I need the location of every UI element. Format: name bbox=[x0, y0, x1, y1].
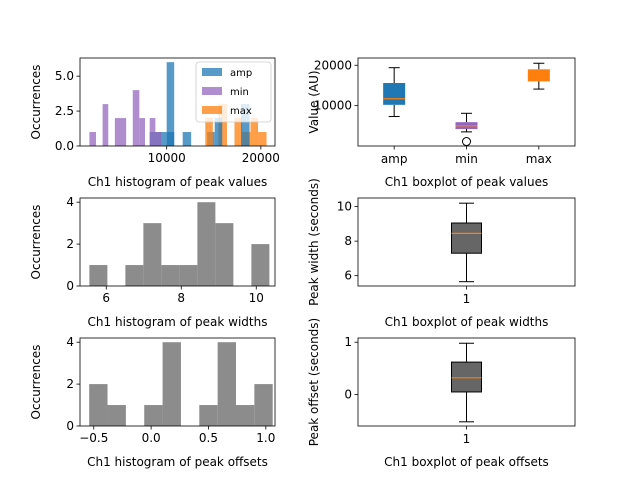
box_peak-axes-frame bbox=[357, 57, 576, 147]
hist_offset-bar-count bbox=[254, 384, 273, 426]
box_width-ytick-label: 10 bbox=[337, 200, 352, 214]
hist_peak-bar-min bbox=[132, 90, 140, 146]
hist_peak-ytick-label: 2.5 bbox=[55, 104, 74, 118]
box_offset-ytick-label: 0 bbox=[344, 388, 352, 402]
hist_width-ytick-label: 0 bbox=[66, 279, 74, 293]
hist_width-xtick-label: 8 bbox=[177, 291, 185, 305]
box_width-ytick-label: 8 bbox=[344, 234, 352, 248]
hist_peak-legend-swatch-max bbox=[202, 106, 222, 114]
box_offset-xtick-label: 1 bbox=[463, 432, 471, 446]
box_width-axes-frame bbox=[357, 197, 576, 287]
hist_width-ytick-label: 4 bbox=[66, 195, 74, 209]
hist_width-bar-count bbox=[197, 202, 216, 286]
hist_peak-axes-frame bbox=[79, 57, 276, 147]
hist_offset-bar-count bbox=[217, 342, 236, 426]
hist_width-ylabel: Occurrences bbox=[29, 205, 43, 280]
box_peak-ylabel: Value (AU) bbox=[307, 70, 321, 133]
hist_peak-xtick-label: 20000 bbox=[242, 151, 280, 165]
hist_peak-xtick-label: 10000 bbox=[148, 151, 186, 165]
hist_peak-bar-max bbox=[234, 118, 243, 146]
box_width-ylabel: Peak width (seconds) bbox=[307, 178, 321, 306]
hist_offset-xtick-label: −0.5 bbox=[79, 431, 108, 445]
box_offset-xlabel: Ch1 boxplot of peak offsets bbox=[384, 455, 549, 469]
box_offset-axes-frame bbox=[357, 337, 576, 427]
box_offset-box-1 bbox=[451, 361, 482, 393]
hist_peak-xlabel: Ch1 histogram of peak values bbox=[88, 175, 268, 189]
hist_peak-bar-amp bbox=[214, 118, 223, 146]
hist_peak-bar-min bbox=[114, 118, 121, 146]
hist_peak-bar-min bbox=[89, 132, 97, 146]
hist_offset-bar-count bbox=[89, 384, 108, 426]
hist_width-bar-count bbox=[125, 265, 144, 286]
hist_offset-ytick-label: 2 bbox=[66, 377, 74, 391]
hist_peak-bar-max bbox=[218, 104, 227, 146]
hist_peak-bar-amp bbox=[182, 132, 192, 146]
hist_offset-axes-frame bbox=[79, 337, 276, 427]
hist_peak-bar-max bbox=[258, 132, 267, 146]
hist_peak-legend-swatch-min bbox=[202, 87, 222, 95]
hist_offset-bar-count bbox=[199, 405, 218, 426]
hist_peak-bar-amp bbox=[241, 104, 250, 146]
hist_width-bar-count bbox=[215, 223, 234, 286]
box_peak-xtick-label: min bbox=[455, 152, 478, 166]
hist_offset-bar-count bbox=[162, 342, 181, 426]
hist_width-bar-count bbox=[161, 265, 180, 286]
hist_offset-bar-count bbox=[236, 405, 255, 426]
hist_peak-bar-min bbox=[149, 118, 156, 146]
box_peak-xtick-label: max bbox=[526, 152, 552, 166]
box_width-xlabel: Ch1 boxplot of peak widths bbox=[385, 315, 549, 329]
hist_offset-ytick-label: 0 bbox=[66, 419, 74, 433]
hist_offset-xtick-label: 0.0 bbox=[142, 431, 161, 445]
hist_offset-xlabel: Ch1 histogram of peak offsets bbox=[87, 455, 268, 469]
hist_offset-bar-count bbox=[107, 405, 126, 426]
hist_offset-ylabel: Occurrences bbox=[29, 345, 43, 420]
hist_offset-xtick-label: 1.0 bbox=[256, 431, 275, 445]
hist_peak-legend-swatch-amp bbox=[202, 68, 222, 76]
box_peak-ytick-label: 20000 bbox=[314, 58, 352, 72]
box_width-box-1 bbox=[451, 222, 482, 254]
hist_peak-bar-min bbox=[155, 132, 162, 146]
box_width-xtick-label: 1 bbox=[463, 292, 471, 306]
hist_offset-xtick-label: 0.5 bbox=[199, 431, 218, 445]
hist_width-xtick-label: 6 bbox=[102, 291, 110, 305]
hist_peak-legend-label-min: min bbox=[230, 87, 249, 98]
hist_peak-legend-label-max: max bbox=[230, 106, 252, 117]
hist_width-xlabel: Ch1 histogram of peak widths bbox=[88, 315, 268, 329]
hist_peak-legend-label-amp: amp bbox=[230, 68, 252, 79]
hist_peak-ytick-label: 5.0 bbox=[55, 69, 74, 83]
box_peak-ytick-label: 10000 bbox=[314, 99, 352, 113]
hist_width-bar-count bbox=[89, 265, 108, 286]
hist_width-ytick-label: 2 bbox=[66, 237, 74, 251]
hist_peak-bar-min bbox=[102, 104, 109, 146]
hist_width-axes-frame bbox=[79, 197, 276, 287]
hist_width-bar-count bbox=[143, 223, 162, 286]
hist_peak-bar-max bbox=[250, 118, 259, 146]
box_peak-flier-min bbox=[462, 137, 471, 147]
hist_peak-bar-min bbox=[139, 118, 145, 146]
hist_offset-ytick-label: 4 bbox=[66, 335, 74, 349]
hist_peak-bar-min bbox=[120, 118, 127, 146]
box_peak-xlabel: Ch1 boxplot of peak values bbox=[385, 175, 548, 189]
box_peak-box-amp bbox=[383, 83, 406, 105]
hist_peak-ylabel: Occurrences bbox=[29, 65, 43, 140]
hist_width-bar-count bbox=[251, 244, 270, 286]
box_offset-ytick-label: 1 bbox=[344, 335, 352, 349]
hist_offset-bar-count bbox=[144, 405, 163, 426]
hist_peak-bar-amp bbox=[166, 62, 175, 146]
hist_peak-ytick-label: 0.0 bbox=[55, 139, 74, 153]
box_peak-xtick-label: amp bbox=[381, 152, 408, 166]
box_offset-ylabel: Peak offset (seconds) bbox=[307, 318, 321, 446]
hist_width-xtick-label: 10 bbox=[249, 291, 264, 305]
hist_peak-bar-max bbox=[205, 118, 213, 146]
box_width-ytick-label: 6 bbox=[344, 269, 352, 283]
hist_width-bar-count bbox=[179, 265, 198, 286]
